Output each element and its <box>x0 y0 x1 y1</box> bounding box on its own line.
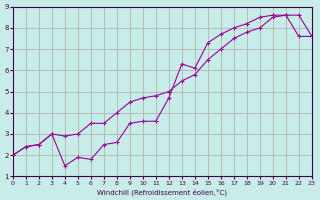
X-axis label: Windchill (Refroidissement éolien,°C): Windchill (Refroidissement éolien,°C) <box>97 188 227 196</box>
